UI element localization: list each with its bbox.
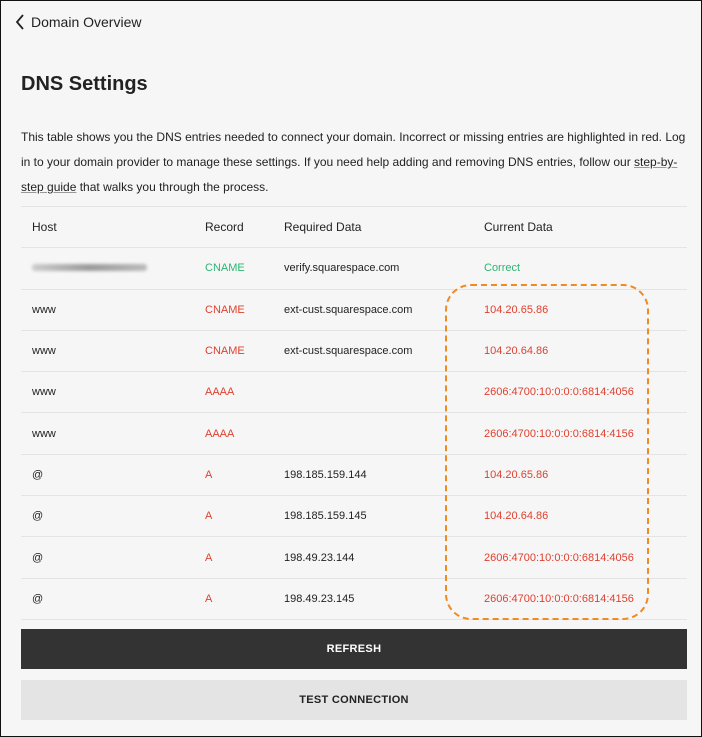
record-cell: A [205,592,213,605]
table-row: @ A 198.49.23.145 2606:4700:10:0:0:0:681… [21,578,687,620]
record-cell: A [205,510,213,523]
page-title: DNS Settings [21,73,148,95]
required-data-cell [284,413,484,454]
host-cell: @ [21,537,205,578]
required-data-cell: 198.49.23.144 [284,551,355,564]
record-cell: A [205,468,213,481]
step-by-step-guide-link[interactable]: step-by-step guide [21,155,678,194]
record-cell: CNAME [205,303,245,316]
record-cell: CNAME [205,345,245,358]
dns-table: Host Record Required Data Current Data C… [21,206,687,620]
host-value: @ [32,551,44,564]
current-data-cell: 104.20.65.86 [484,468,549,481]
required-data-cell [284,372,484,413]
table-row: www CNAME ext-cust.squarespace.com 104.2… [21,330,687,371]
test-connection-button[interactable]: TEST CONNECTION [21,680,687,720]
host-cell: @ [21,496,205,537]
current-data-cell: 2606:4700:10:0:0:0:6814:4056 [484,551,634,564]
chevron-left-icon [15,14,24,30]
host-value: www [32,427,56,440]
current-data-cell: 104.20.64.86 [484,345,549,358]
redacted-host [32,264,147,272]
table-row: www AAAA 2606:4700:10:0:0:0:6814:4156 [21,412,687,454]
host-cell: www [21,413,205,454]
table-header: Host Record Required Data Current Data [21,206,687,248]
current-data-cell: Correct [484,262,521,275]
current-data-cell: 104.20.65.86 [484,303,549,316]
host-cell: @ [21,578,205,619]
back-link[interactable]: Domain Overview [15,14,141,30]
host-value: @ [32,468,44,481]
record-cell: CNAME [205,262,245,275]
host-cell: www [21,330,205,371]
refresh-button[interactable]: REFRESH [21,629,687,669]
host-value: @ [32,592,44,605]
table-row: @ A 198.49.23.144 2606:4700:10:0:0:0:681… [21,536,687,578]
page-description: This table shows you the DNS entries nee… [21,125,691,200]
table-row: www CNAME ext-cust.squarespace.com 104.2… [21,289,687,330]
required-data-cell: 198.49.23.145 [284,592,355,605]
host-value: www [32,345,56,358]
table-row: @ A 198.185.159.145 104.20.64.86 [21,495,687,537]
host-value: www [32,303,56,316]
header-host: Host [32,220,57,235]
description-text: This table shows you the DNS entries nee… [21,130,686,169]
host-value: www [32,386,56,399]
record-cell: A [205,551,213,564]
required-data-cell: 198.185.159.145 [284,510,367,523]
table-row: CNAME verify.squarespace.com Correct [21,247,687,289]
required-data-cell: verify.squarespace.com [284,262,400,275]
header-required-data: Required Data [284,220,362,235]
host-cell: @ [21,454,205,495]
host-cell: www [21,289,205,330]
table-row: www AAAA 2606:4700:10:0:0:0:6814:4056 [21,371,687,413]
host-cell [21,248,205,289]
description-text-end: that walks you through the process. [76,180,269,194]
header-current-data: Current Data [484,220,553,235]
back-label: Domain Overview [31,14,142,30]
required-data-cell: ext-cust.squarespace.com [284,345,413,358]
current-data-cell: 2606:4700:10:0:0:0:6814:4156 [484,592,634,605]
record-cell: AAAA [205,427,235,440]
host-value: @ [32,510,44,523]
current-data-cell: 2606:4700:10:0:0:0:6814:4156 [484,427,634,440]
current-data-cell: 104.20.64.86 [484,510,549,523]
required-data-cell: ext-cust.squarespace.com [284,303,413,316]
record-cell: AAAA [205,386,235,399]
current-data-cell: 2606:4700:10:0:0:0:6814:4056 [484,386,634,399]
host-cell: www [21,372,205,413]
required-data-cell: 198.185.159.144 [284,468,367,481]
header-record: Record [205,220,244,235]
table-row: @ A 198.185.159.144 104.20.65.86 [21,454,687,495]
